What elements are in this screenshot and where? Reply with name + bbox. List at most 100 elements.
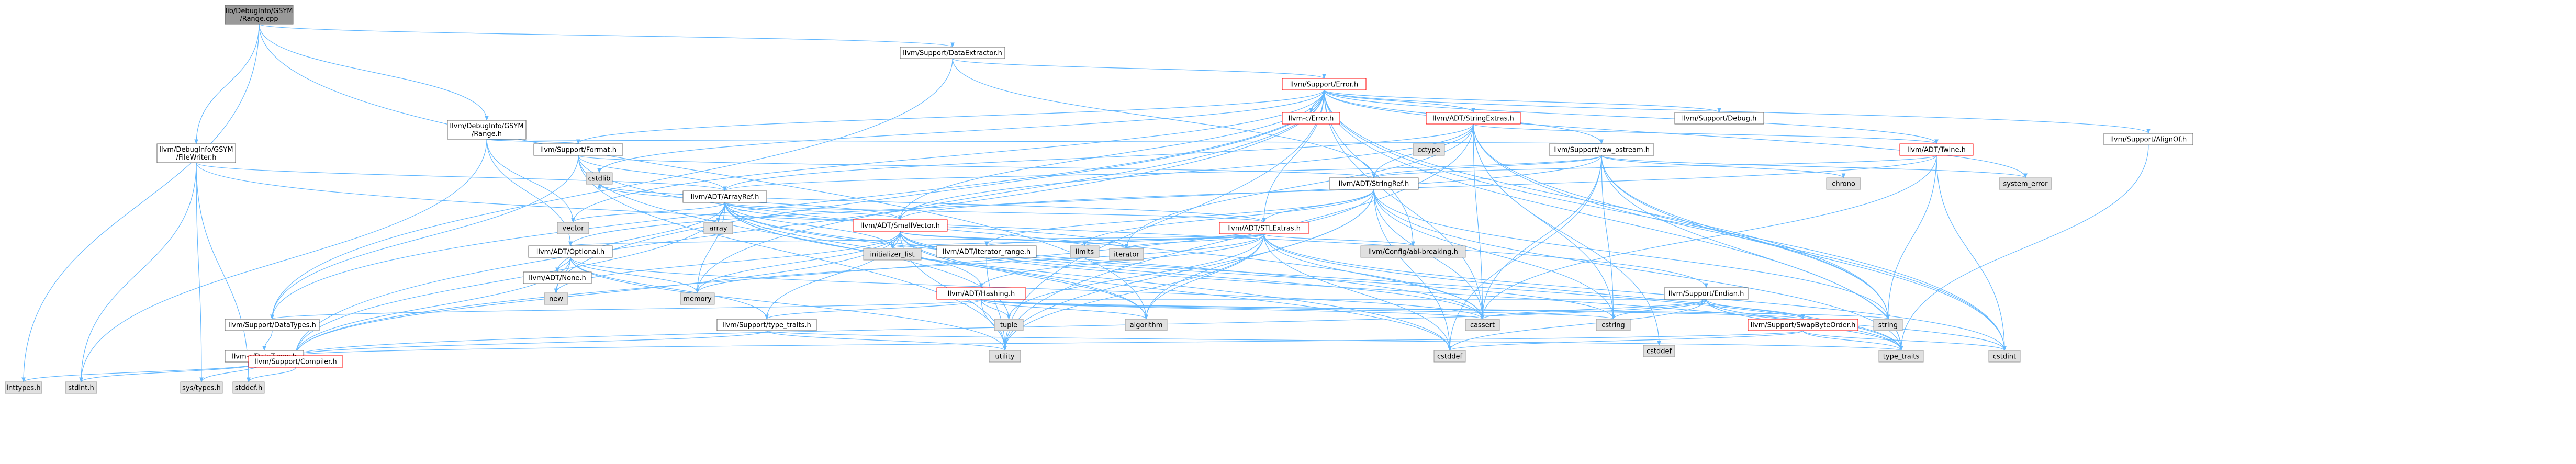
node-label: iterator bbox=[1114, 251, 1139, 259]
node-raw-ostream[interactable]: llvm/Support/raw_ostream.h bbox=[1549, 143, 1654, 156]
edge-array_ref-to-vector bbox=[571, 202, 725, 223]
edge-swap_byte_order-to-compiler_h bbox=[294, 330, 1804, 356]
node-c-error[interactable]: llvm-c/Error.h bbox=[1282, 112, 1340, 125]
node-file-writer[interactable]: llvm/DebugInfo/GSYM/FileWriter.h bbox=[156, 143, 236, 163]
node-tuple: tuple bbox=[994, 319, 1024, 331]
node-stl-extras[interactable]: llvm/ADT/STLExtras.h bbox=[1219, 222, 1309, 234]
node-string-ref[interactable]: llvm/ADT/StringRef.h bbox=[1329, 177, 1419, 190]
node-stddef: stddef.h bbox=[232, 381, 265, 394]
node-cstdint: cstdint bbox=[1988, 350, 2021, 363]
edge-raw_ostream-to-cassert bbox=[1480, 155, 1602, 320]
node-hashing[interactable]: llvm/ADT/Hashing.h bbox=[936, 287, 1026, 300]
edge-string_extras-to-array_ref bbox=[723, 123, 1474, 191]
node-label: llvm/Support/DataExtractor.h bbox=[903, 50, 1002, 58]
node-label: system_error bbox=[2003, 180, 2048, 188]
edge-error_h-to-twine bbox=[1324, 89, 1939, 144]
node-label: cassert bbox=[1470, 322, 1495, 330]
node-format-h[interactable]: llvm/Support/Format.h bbox=[533, 143, 623, 156]
edge-hashing-to-cassert bbox=[981, 299, 1484, 320]
node-type-traits-h[interactable]: llvm/Support/type_traits.h bbox=[716, 319, 817, 331]
edge-string_extras-to-twine bbox=[1473, 123, 1939, 144]
node-string: string bbox=[1873, 319, 1903, 331]
edge-stl_extras-to-hashing bbox=[979, 233, 1264, 288]
node-none-h[interactable]: llvm/ADT/None.h bbox=[523, 271, 592, 284]
node-data-types[interactable]: llvm/Support/DataTypes.h bbox=[225, 319, 320, 331]
node-swap-byte-order[interactable]: llvm/Support/SwapByteOrder.h bbox=[1748, 319, 1858, 331]
edge-string_extras-to-cstdint bbox=[1473, 123, 2007, 351]
node-compiler-h[interactable]: llvm/Support/Compiler.h bbox=[248, 355, 343, 368]
node-limits: limits bbox=[1070, 245, 1100, 258]
edge-stl_extras-to-optional_h bbox=[569, 233, 1264, 246]
node-debug-h[interactable]: llvm/Support/Debug.h bbox=[1674, 112, 1764, 125]
node-label: cstddef bbox=[1437, 353, 1463, 361]
edge-swap_byte_order-to-cstdint bbox=[1802, 330, 2007, 351]
edge-twine-to-string bbox=[1886, 155, 1937, 320]
edge-file_writer-to-endian bbox=[196, 162, 1708, 288]
edge-error_h-to-align_of bbox=[1324, 89, 2151, 134]
edge-align_of-to-type_traits bbox=[1899, 144, 2149, 351]
edge-error_h-to-system_error bbox=[1324, 89, 2028, 178]
edge-stl_extras-to-cstdlib bbox=[597, 184, 1264, 223]
node-label: limits bbox=[1076, 248, 1094, 256]
node-label: llvm/ADT/Optional.h bbox=[536, 248, 605, 256]
node-data-extractor[interactable]: llvm/Support/DataExtractor.h bbox=[900, 47, 1005, 59]
node-label: sys/types.h bbox=[182, 384, 221, 392]
node-vector: vector bbox=[557, 222, 589, 234]
edge-string_ref-to-type_traits bbox=[1373, 189, 1903, 351]
edge-stl_extras-to-type_traits bbox=[1263, 233, 1903, 351]
node-label: llvm/Support/raw_ostream.h bbox=[1553, 146, 1650, 154]
edge-error_h-to-cstdlib bbox=[597, 89, 1325, 173]
node-label: tuple bbox=[1000, 322, 1017, 330]
edge-error_h-to-string_extras bbox=[1324, 89, 1475, 113]
edge-file_writer-to-stddef bbox=[196, 162, 251, 382]
edge-array_ref-to-small_vector bbox=[724, 202, 902, 220]
edge-raw_ostream-to-array_ref bbox=[723, 155, 1602, 191]
node-align-of[interactable]: llvm/Support/AlignOf.h bbox=[2103, 133, 2193, 145]
edge-error_h-to-debug_h bbox=[1324, 89, 1721, 113]
edge-hashing-to-cstring bbox=[981, 299, 1615, 320]
edge-range_cpp-to-data_extractor bbox=[259, 24, 955, 48]
node-system-error: system_error bbox=[1999, 177, 2052, 190]
edge-string_ref-to-stl_extras bbox=[1262, 189, 1374, 223]
edge-array_ref-to-cstddef bbox=[724, 202, 1452, 351]
node-label: llvm/ADT/SmallVector.h bbox=[860, 222, 940, 230]
node-optional-h[interactable]: llvm/ADT/Optional.h bbox=[528, 245, 613, 258]
node-algorithm: algorithm bbox=[1125, 319, 1168, 331]
node-error-h[interactable]: llvm/Support/Error.h bbox=[1282, 78, 1367, 90]
node-label: string bbox=[1878, 322, 1898, 330]
edge-hashing-to-tuple bbox=[981, 299, 1011, 320]
edge-endian-to-cstddef bbox=[1448, 299, 1707, 351]
edge-raw_ostream-to-optional_h bbox=[568, 155, 1602, 246]
node-array-ref[interactable]: llvm/ADT/ArrayRef.h bbox=[682, 190, 767, 203]
node-memory: memory bbox=[680, 292, 715, 305]
node-label: array bbox=[709, 225, 727, 233]
node-range-cpp: lib/DebugInfo/GSYM/Range.cpp bbox=[225, 5, 294, 25]
edge-error_h-to-memory bbox=[695, 89, 1325, 293]
node-twine[interactable]: llvm/ADT/Twine.h bbox=[1899, 143, 1974, 156]
edge-array_ref-to-memory bbox=[695, 202, 725, 293]
edge-twine-to-cstdint bbox=[1936, 155, 2007, 351]
node-label: llvm/Support/DataTypes.h bbox=[228, 322, 316, 330]
edge-file_writer-to-sys_types bbox=[196, 162, 204, 382]
node-small-vector[interactable]: llvm/ADT/SmallVector.h bbox=[853, 219, 948, 232]
node-gsym-range-h[interactable]: llvm/DebugInfo/GSYM/Range.h bbox=[447, 120, 527, 140]
node-label: memory bbox=[683, 296, 712, 303]
node-label: llvm/Support/AlignOf.h bbox=[2110, 136, 2187, 144]
edge-optional_h-to-memory bbox=[570, 257, 700, 293]
node-label: llvm/ADT/None.h bbox=[529, 275, 586, 282]
edge-gsym_range_h-to-stdint bbox=[79, 139, 487, 382]
edge-compiler_h-to-stddef bbox=[247, 367, 296, 382]
edge-swap_byte_order-to-type_traits bbox=[1802, 330, 1903, 351]
edge-range_cpp-to-gsym_range_h bbox=[259, 24, 489, 121]
edge-optional_h-to-type_traits_h bbox=[570, 257, 769, 320]
edge-string_ref-to-utility bbox=[1003, 189, 1374, 351]
edge-layer bbox=[21, 24, 2151, 382]
node-iterator-range[interactable]: llvm/ADT/iterator_range.h bbox=[936, 245, 1037, 258]
edge-array_ref-to-hashing bbox=[724, 202, 983, 288]
edge-stl_extras-to-cstdint bbox=[1263, 233, 2007, 351]
node-cstddef: cstddef bbox=[1433, 350, 1466, 363]
edge-string_extras-to-cassert bbox=[1473, 123, 1485, 320]
node-endian[interactable]: llvm/Support/Endian.h bbox=[1664, 287, 1749, 300]
node-string-extras[interactable]: llvm/ADT/StringExtras.h bbox=[1426, 112, 1521, 125]
node-label: llvm/ADT/STLExtras.h bbox=[1227, 225, 1301, 233]
